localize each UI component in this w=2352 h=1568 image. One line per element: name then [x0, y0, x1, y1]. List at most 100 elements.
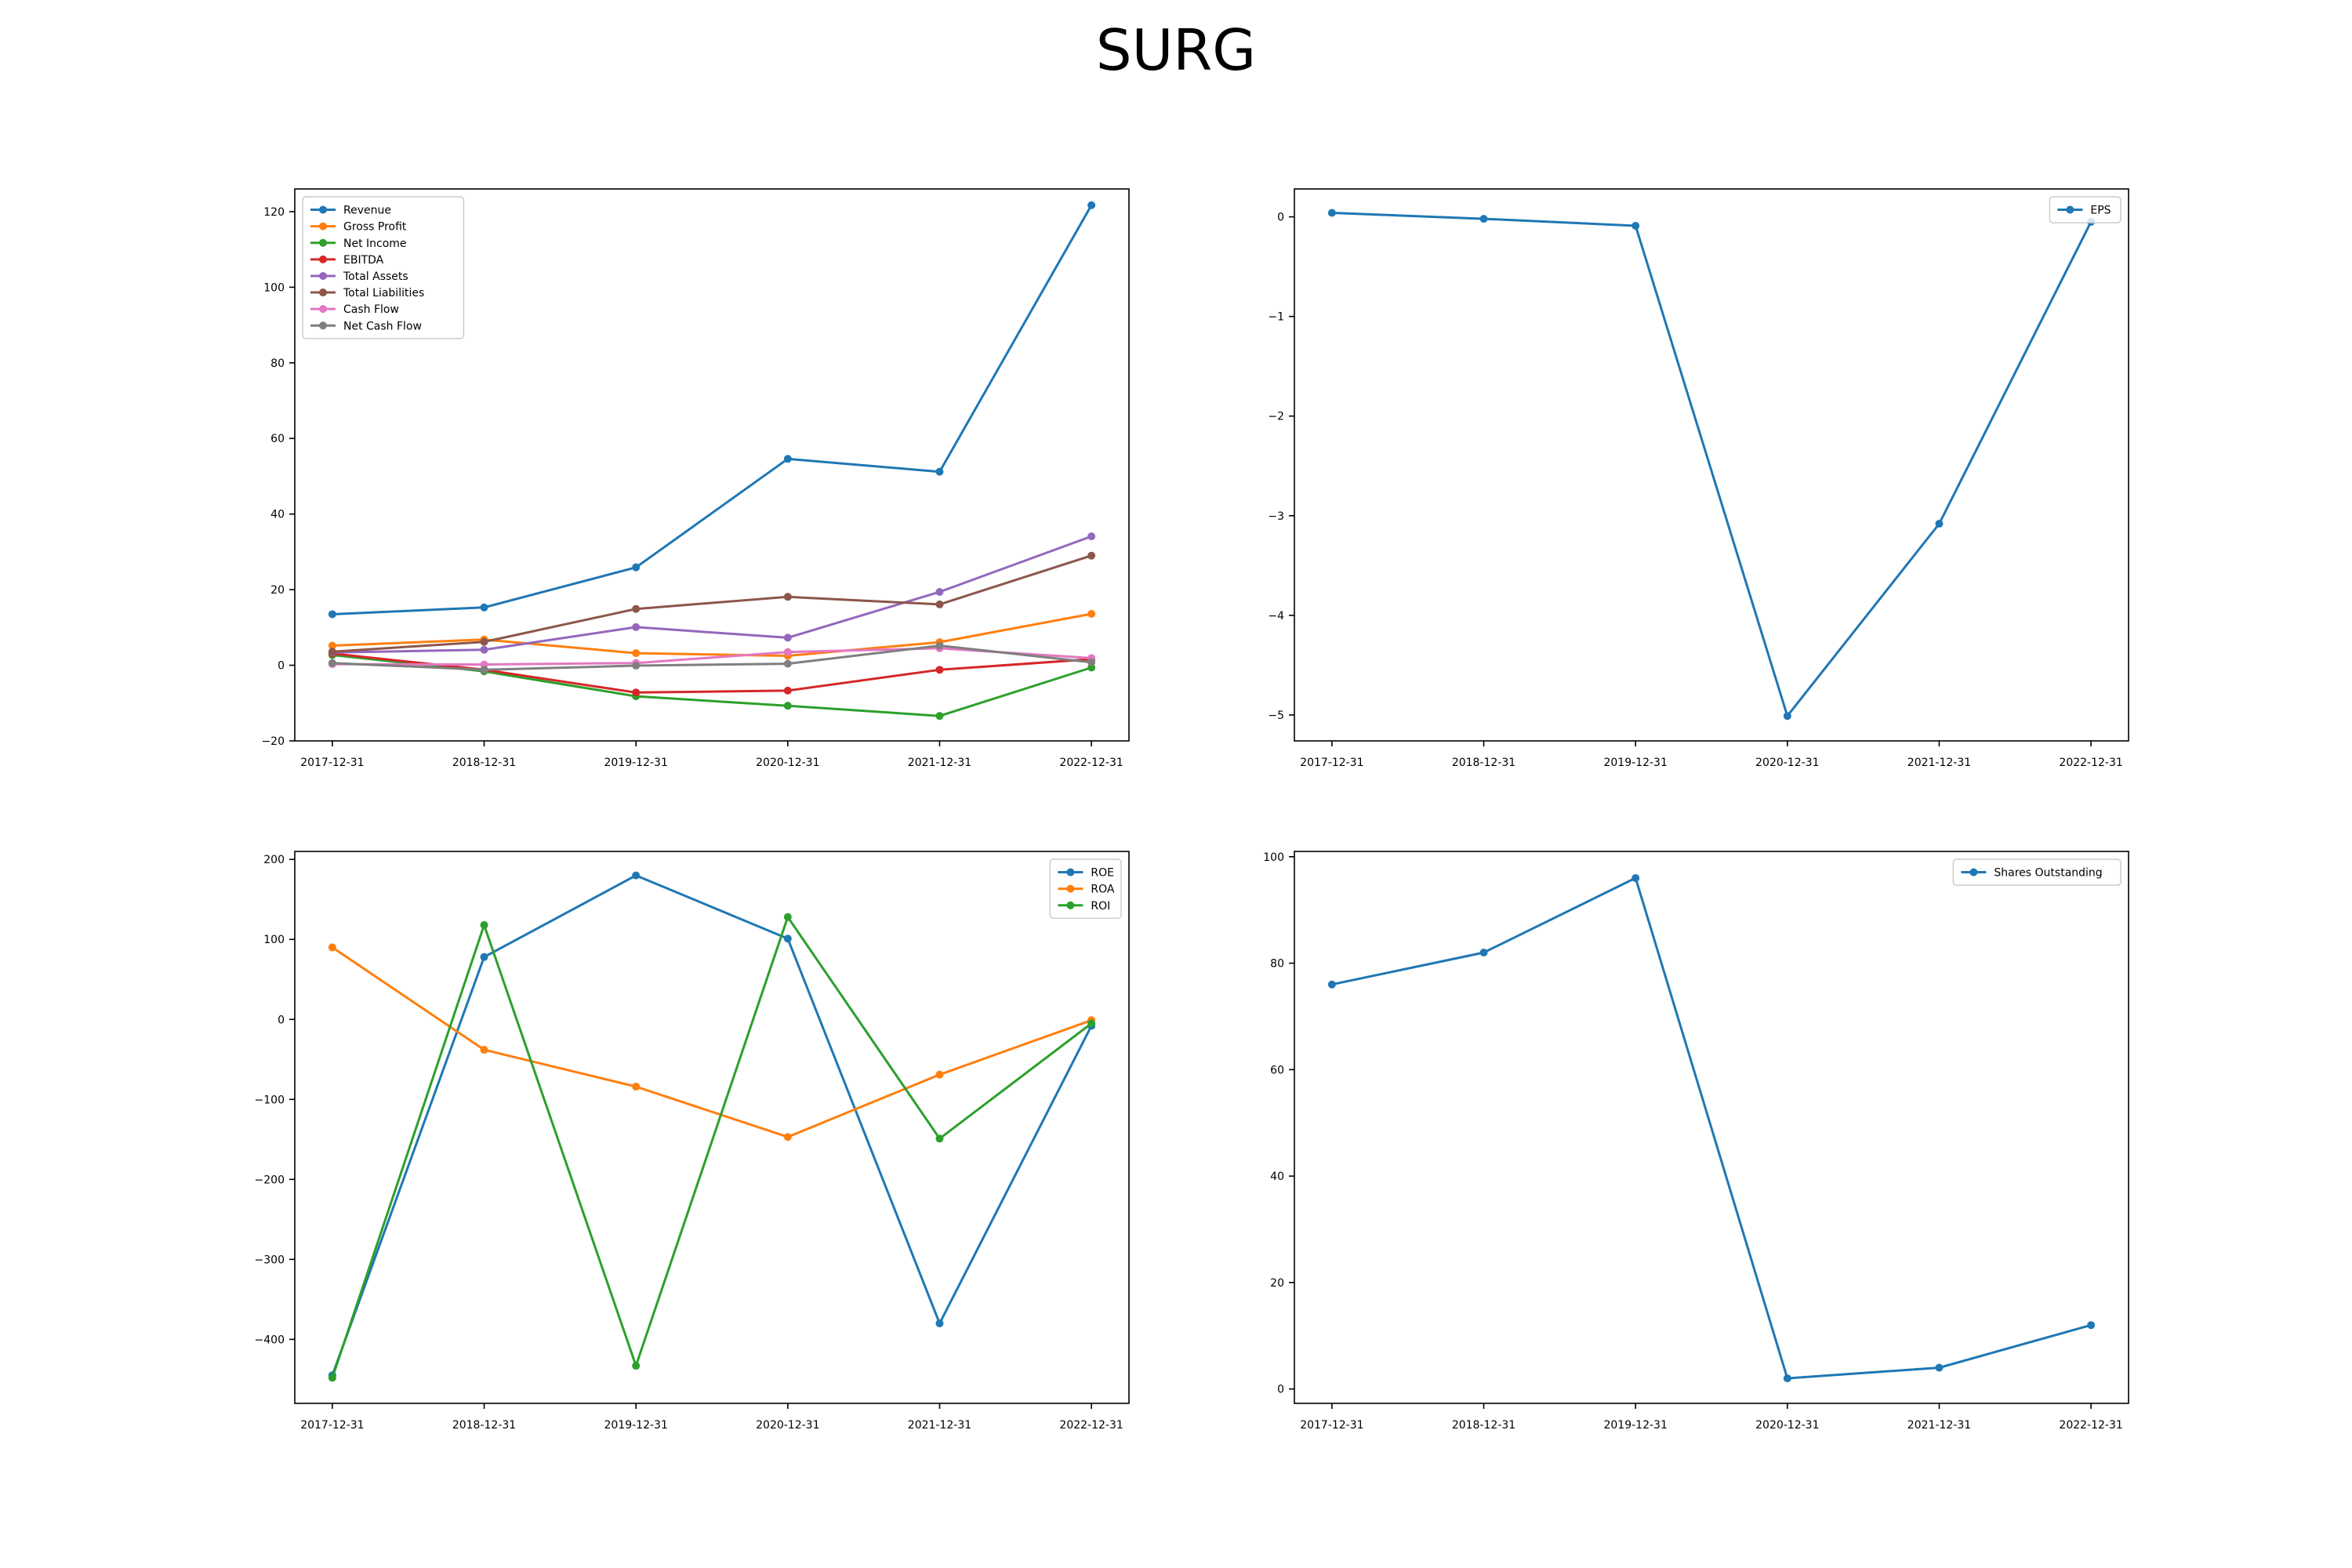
- legend-label-roa: ROA: [1091, 884, 1115, 896]
- data-point-net-cash-flow: [935, 641, 944, 650]
- data-point-ebitda: [632, 688, 641, 697]
- y-tick-label: 120: [263, 206, 285, 219]
- data-point-total-liabilities: [783, 593, 792, 601]
- chart-3: 2017-12-31 2018-12-31 2019-12-31 2020-12-31…: [255, 851, 1130, 1432]
- plot-frame: [1294, 851, 2129, 1404]
- y-tick-label: 20: [270, 584, 285, 597]
- y-tick-label: −200: [255, 1174, 285, 1186]
- legend-marker-roi: [1066, 901, 1075, 909]
- data-point-revenue: [632, 563, 641, 572]
- legend-box: [302, 196, 465, 339]
- y-tick-label: −3: [1268, 510, 1284, 523]
- y-tick-label: 100: [263, 934, 285, 946]
- figure-title: SURG: [1095, 17, 1257, 83]
- data-point-roe: [935, 1319, 944, 1327]
- y-tick-label: −2: [1268, 411, 1284, 423]
- data-point-total-assets: [480, 645, 488, 654]
- data-point-roe: [632, 871, 641, 880]
- x-tick-label: 2019-12-31: [604, 1419, 667, 1432]
- series-line-gross-profit: [332, 612, 1092, 657]
- y-tick-label: 200: [263, 854, 285, 866]
- y-tick-label: −20: [261, 735, 285, 748]
- data-point-total-assets: [632, 622, 641, 631]
- x-tick-label: 2017-12-31: [300, 757, 364, 769]
- series-line-roe: [331, 874, 1093, 1376]
- legend-label-gross-profit: Gross Profit: [343, 221, 407, 234]
- x-tick-label: 2018-12-31: [452, 757, 516, 769]
- data-point-roi: [783, 913, 792, 921]
- y-tick-label: 100: [263, 281, 285, 294]
- data-point-shares-outstanding: [1935, 1363, 1944, 1372]
- data-point-roa: [480, 1046, 488, 1054]
- data-point-gross-profit: [632, 649, 641, 658]
- legend-marker-net-income: [319, 238, 327, 247]
- y-tick-label: −4: [1268, 610, 1284, 622]
- data-point-revenue: [783, 455, 792, 463]
- data-point-net-cash-flow: [1087, 658, 1096, 666]
- data-point-net-cash-flow: [480, 666, 488, 674]
- x-tick-label: 2017-12-31: [1300, 757, 1363, 769]
- legend-box: [2049, 196, 2122, 223]
- legend-label-revenue: Revenue: [343, 205, 391, 217]
- legend-marker-eps: [2066, 205, 2074, 214]
- y-tick-label: −300: [255, 1254, 285, 1266]
- data-point-eps: [1783, 712, 1791, 720]
- y-tick-label: 0: [1277, 1384, 1284, 1396]
- series-line-total-assets: [332, 535, 1092, 654]
- x-tick-label: 2019-12-31: [604, 757, 667, 769]
- legend: EPS: [2049, 196, 2122, 223]
- data-point-eps: [1327, 209, 1336, 217]
- data-point-net-cash-flow: [783, 659, 792, 668]
- data-point-net-cash-flow: [328, 659, 336, 667]
- legend-marker-total-liabilities: [319, 289, 327, 297]
- legend-marker-roa: [1066, 884, 1075, 893]
- legend-marker-shares-outstanding: [1969, 868, 1978, 877]
- data-point-cash-flow: [783, 648, 792, 656]
- chart-2: 2017-12-31 2018-12-31 2019-12-31 2020-12-31…: [1268, 188, 2129, 769]
- legend-label-ebitda: EBITDA: [343, 254, 384, 267]
- data-point-eps: [1935, 519, 1944, 528]
- legend-marker-roe: [1066, 868, 1075, 877]
- legend-label-total-assets: Total Assets: [343, 270, 408, 283]
- data-point-roa: [935, 1070, 944, 1079]
- y-tick-label: 60: [1270, 1064, 1284, 1076]
- series-line-roa: [332, 946, 1092, 1138]
- legend-marker-cash-flow: [319, 305, 327, 314]
- data-point-roa: [632, 1082, 641, 1091]
- series-line-shares-outstanding: [1331, 877, 2092, 1380]
- data-point-roi: [328, 1374, 336, 1382]
- data-point-total-assets: [1087, 532, 1096, 541]
- series-line-roi: [331, 916, 1093, 1378]
- data-point-net-cash-flow: [632, 662, 641, 670]
- x-tick-label: 2018-12-31: [1452, 1419, 1515, 1432]
- x-tick-label: 2018-12-31: [1452, 757, 1515, 769]
- x-tick-label: 2017-12-31: [1300, 1419, 1363, 1432]
- y-tick-label: −1: [1268, 311, 1284, 324]
- y-tick-label: 20: [1270, 1277, 1284, 1290]
- data-point-shares-outstanding: [1783, 1374, 1791, 1383]
- y-tick-label: 40: [270, 509, 285, 521]
- data-point-shares-outstanding: [1327, 980, 1336, 989]
- data-point-shares-outstanding: [2087, 1321, 2096, 1330]
- legend-label-shares-outstanding: Shares Outstanding: [1994, 867, 2102, 880]
- chart-1: 2017-12-31 2018-12-31 2019-12-31 2020-12-31…: [261, 188, 1130, 769]
- x-tick-label: 2022-12-31: [2059, 1419, 2122, 1432]
- data-point-roe: [783, 935, 792, 943]
- y-tick-label: 40: [1270, 1171, 1284, 1183]
- legend-marker-ebitda: [319, 255, 327, 263]
- data-point-net-income: [935, 712, 944, 720]
- data-point-roa: [328, 943, 336, 952]
- y-tick-label: 0: [1277, 212, 1284, 224]
- legend-label-roi: ROI: [1091, 900, 1110, 913]
- x-tick-label: 2020-12-31: [1755, 757, 1819, 769]
- data-point-revenue: [1087, 201, 1096, 209]
- data-point-gross-profit: [1087, 609, 1096, 618]
- x-tick-label: 2021-12-31: [908, 1419, 971, 1432]
- x-tick-label: 2018-12-31: [452, 1419, 516, 1432]
- x-tick-label: 2019-12-31: [1603, 757, 1667, 769]
- data-point-total-assets: [783, 633, 792, 642]
- data-point-eps: [1632, 222, 1640, 230]
- data-point-roi: [935, 1134, 944, 1143]
- legend: Shares Outstanding: [1952, 858, 2122, 886]
